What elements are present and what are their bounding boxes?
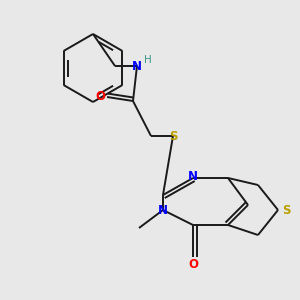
Text: O: O bbox=[95, 91, 105, 103]
Text: S: S bbox=[282, 203, 290, 217]
Text: N: N bbox=[132, 59, 142, 73]
Text: N: N bbox=[158, 205, 168, 218]
Text: N: N bbox=[188, 170, 198, 184]
Text: O: O bbox=[188, 259, 198, 272]
Text: S: S bbox=[169, 130, 177, 142]
Text: H: H bbox=[144, 55, 152, 65]
